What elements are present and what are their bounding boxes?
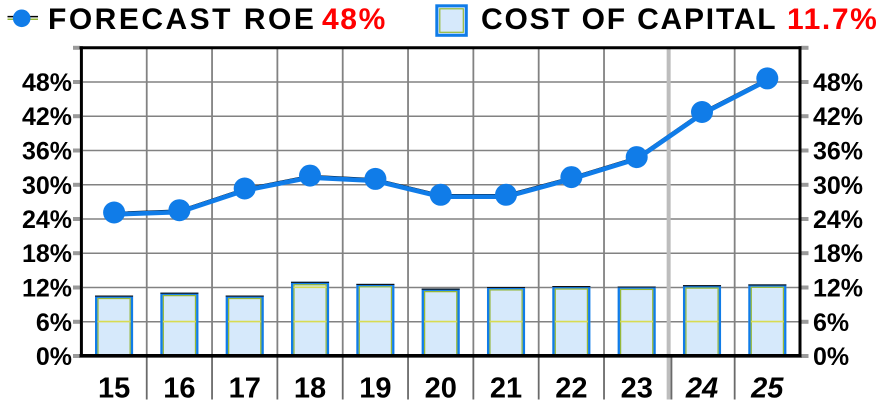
svg-text:42%: 42%	[22, 103, 72, 131]
svg-text:25: 25	[750, 373, 784, 405]
svg-text:FORECAST ROE: FORECAST ROE	[48, 3, 316, 36]
svg-text:COST OF CAPITAL: COST OF CAPITAL	[481, 3, 777, 36]
svg-text:30%: 30%	[22, 172, 72, 200]
svg-text:48%: 48%	[22, 69, 72, 97]
svg-text:6%: 6%	[36, 309, 72, 337]
svg-text:22: 22	[555, 373, 587, 405]
svg-text:42%: 42%	[813, 103, 863, 131]
svg-text:12%: 12%	[813, 275, 863, 303]
svg-text:36%: 36%	[813, 138, 863, 166]
svg-text:36%: 36%	[22, 138, 72, 166]
svg-text:17: 17	[229, 373, 261, 405]
svg-text:48%: 48%	[322, 3, 387, 36]
svg-text:6%: 6%	[813, 309, 849, 337]
svg-text:24%: 24%	[22, 206, 72, 234]
svg-text:20: 20	[425, 373, 457, 405]
svg-text:18%: 18%	[813, 240, 863, 268]
svg-text:18: 18	[294, 373, 326, 405]
svg-text:30%: 30%	[813, 172, 863, 200]
svg-text:0%: 0%	[36, 343, 72, 371]
svg-text:12%: 12%	[22, 275, 72, 303]
svg-text:24%: 24%	[813, 206, 863, 234]
svg-text:18%: 18%	[22, 240, 72, 268]
svg-text:19: 19	[359, 373, 391, 405]
svg-text:16: 16	[163, 373, 195, 405]
svg-text:0%: 0%	[813, 343, 849, 371]
svg-text:21: 21	[490, 373, 522, 405]
svg-text:24: 24	[685, 373, 718, 405]
svg-text:23: 23	[621, 373, 653, 405]
svg-text:15: 15	[98, 373, 130, 405]
svg-text:48%: 48%	[813, 69, 863, 97]
svg-text:11.7%: 11.7%	[787, 3, 878, 36]
